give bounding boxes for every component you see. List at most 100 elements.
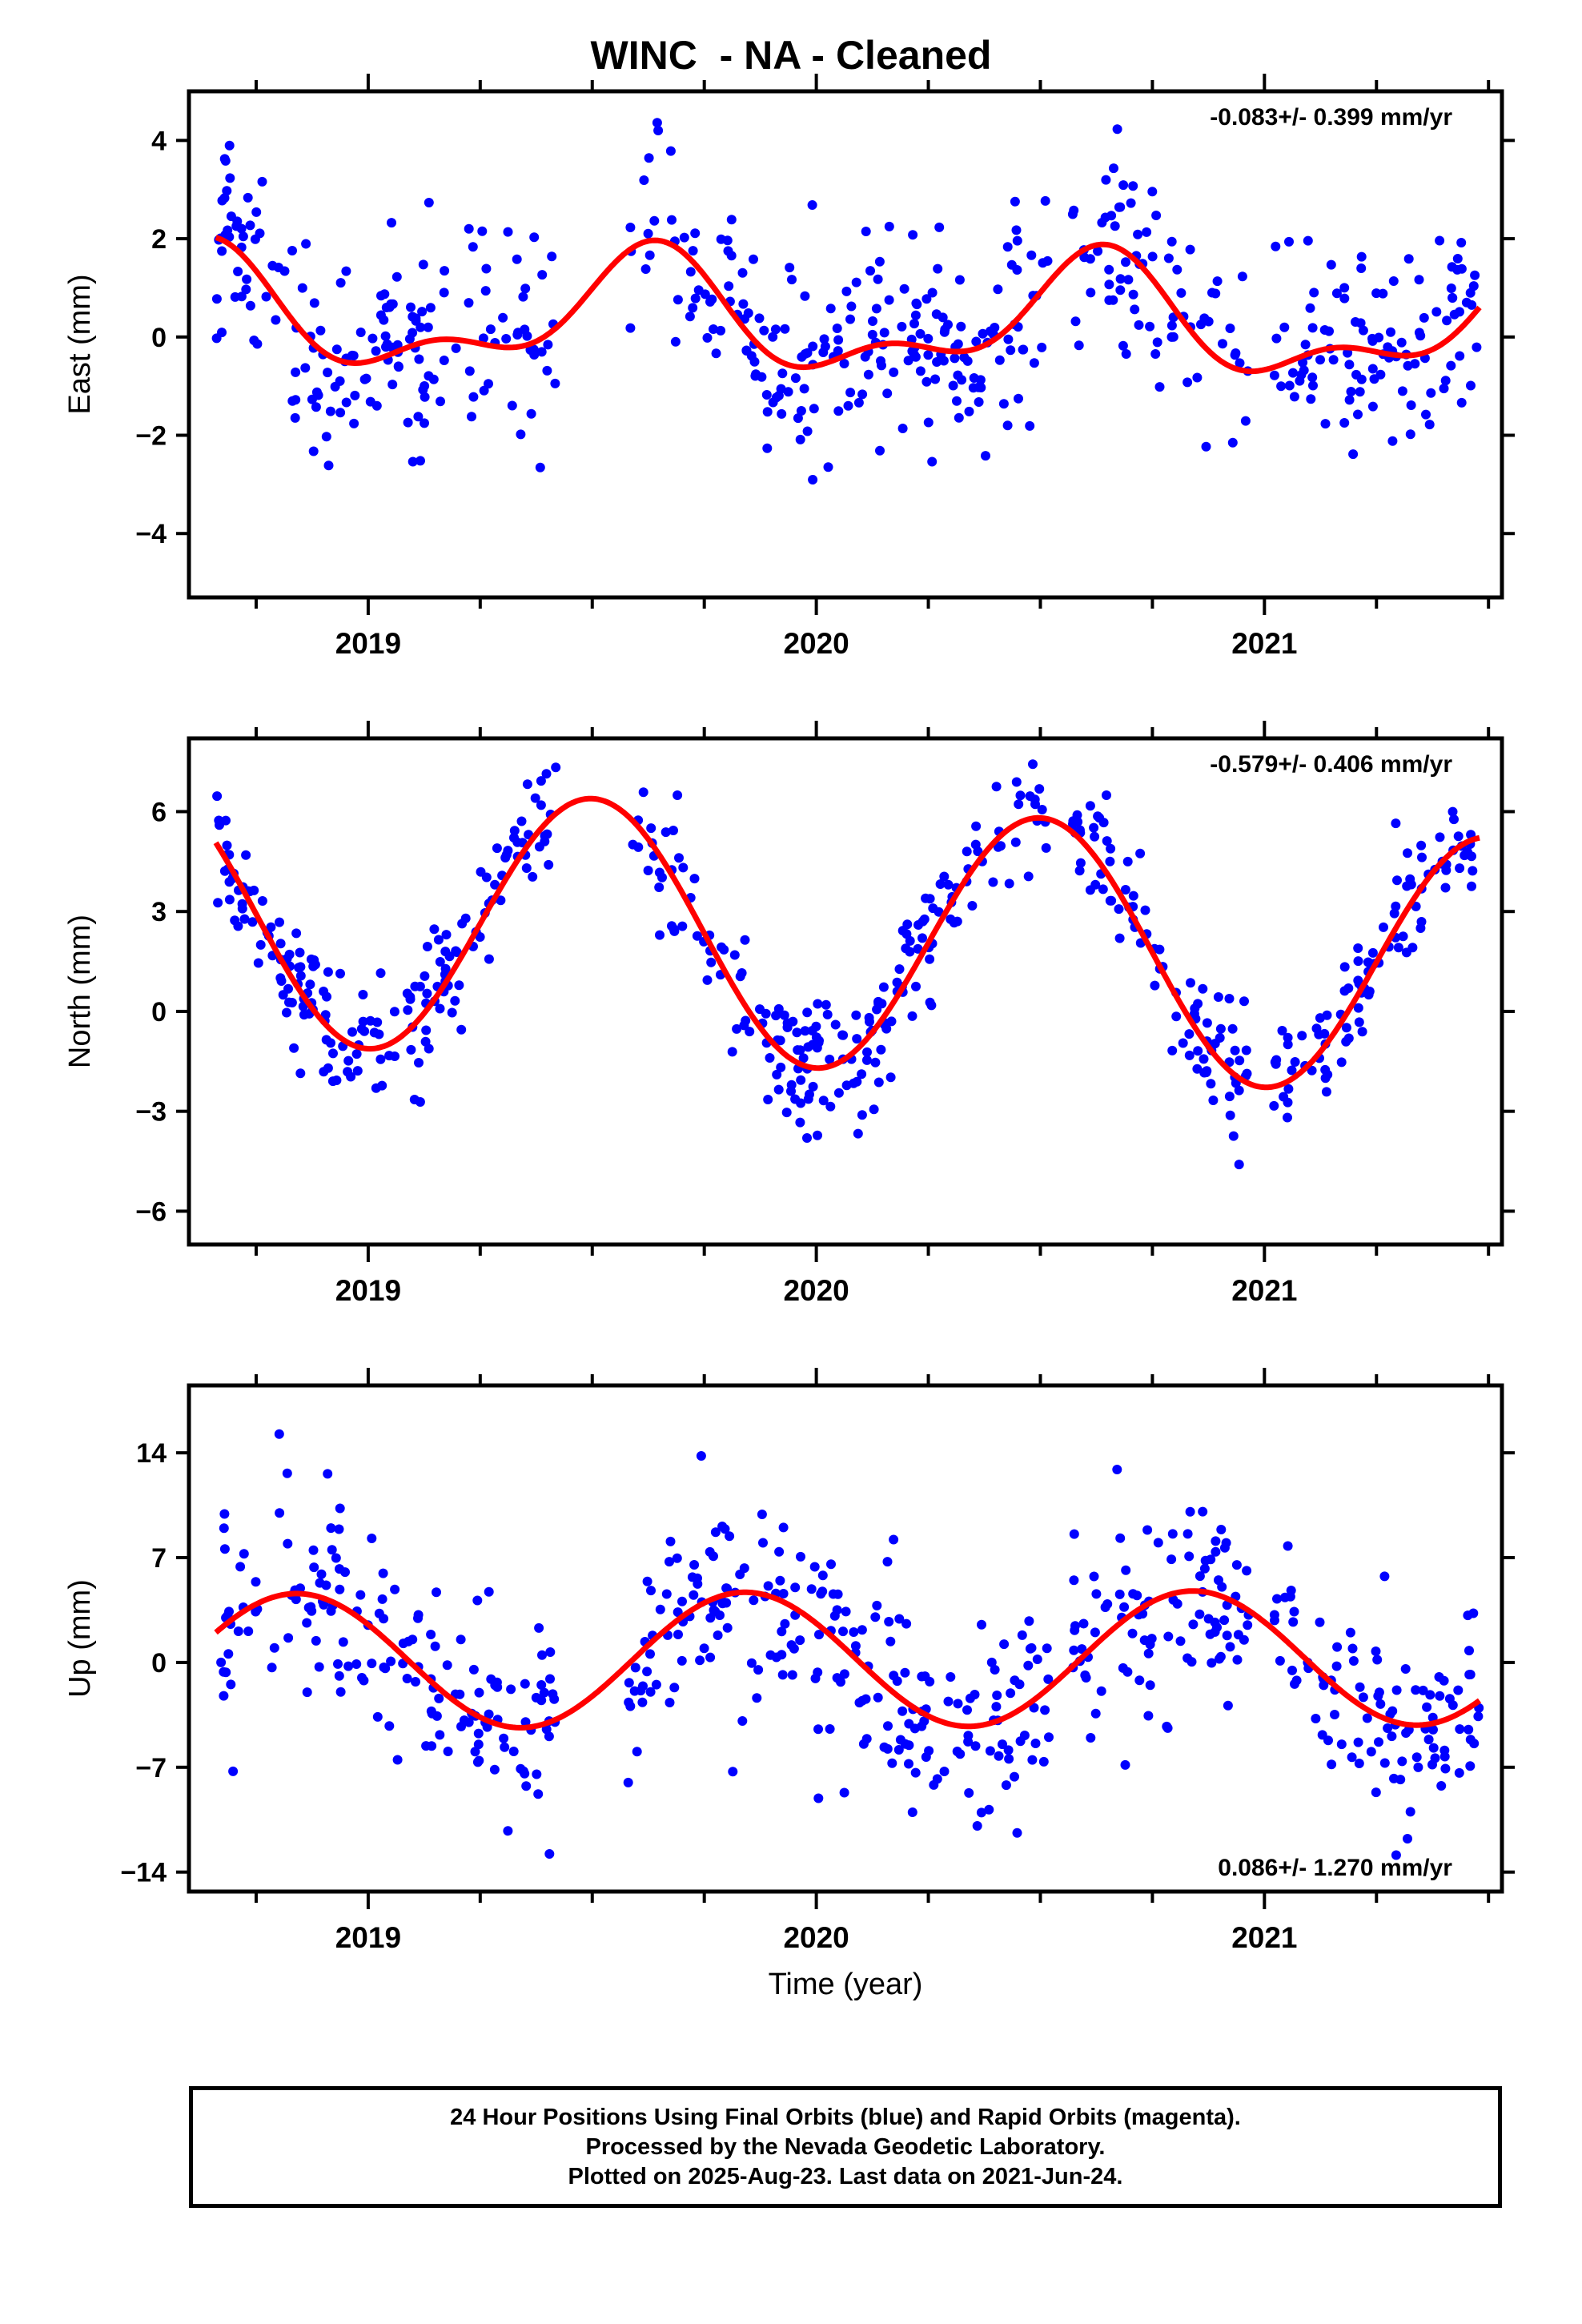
data-point [1122, 1667, 1133, 1677]
data-point [816, 1589, 826, 1599]
data-point [1027, 1755, 1038, 1765]
data-point [1086, 287, 1096, 298]
chart-title: WINC - NA - Cleaned [590, 33, 992, 78]
data-point [1287, 1065, 1297, 1076]
data-point [861, 227, 871, 236]
data-point [1023, 871, 1034, 882]
data-point [1185, 1506, 1195, 1517]
data-point [781, 1108, 792, 1118]
data-point [506, 1684, 516, 1695]
data-point [1354, 1017, 1364, 1027]
data-point [1075, 858, 1086, 868]
data-point [1353, 956, 1363, 967]
data-point [665, 1557, 674, 1567]
data-point [1465, 1761, 1476, 1771]
data-point [778, 1522, 789, 1533]
data-point [1115, 285, 1126, 296]
data-point [351, 1049, 362, 1059]
data-point [308, 1545, 319, 1555]
data-point [1074, 340, 1084, 351]
data-point [520, 1717, 531, 1727]
data-point [1128, 181, 1138, 191]
data-point [915, 328, 926, 339]
data-point [929, 1779, 939, 1790]
data-point [306, 954, 316, 964]
data-point [749, 1595, 759, 1606]
data-point [1120, 885, 1130, 895]
data-point [287, 246, 297, 255]
data-point [1362, 1713, 1372, 1723]
data-point [1134, 320, 1144, 330]
data-point [1371, 288, 1382, 299]
data-point [777, 408, 787, 419]
data-point [1216, 1525, 1227, 1534]
data-point [1002, 420, 1013, 431]
data-point [243, 1626, 254, 1636]
data-point [1069, 205, 1079, 215]
data-point [921, 376, 932, 387]
data-point [533, 1789, 544, 1799]
data-point [297, 283, 307, 293]
data-point [765, 1053, 775, 1063]
data-point [1240, 416, 1251, 426]
data-point [839, 1787, 849, 1798]
data-point [537, 1650, 547, 1660]
data-point [551, 762, 561, 773]
data-point [1123, 275, 1134, 285]
data-point [1393, 943, 1403, 953]
data-point [403, 1005, 413, 1015]
data-point [1171, 1011, 1182, 1022]
data-point [1146, 1634, 1157, 1644]
data-point [245, 300, 255, 311]
data-point [1172, 1598, 1182, 1609]
data-point [688, 303, 698, 313]
data-point [303, 1602, 314, 1613]
data-point [1184, 1551, 1195, 1562]
data-point [852, 1034, 862, 1044]
data-point [320, 1010, 331, 1020]
data-point [338, 1637, 348, 1647]
data-point [798, 1053, 809, 1063]
east-data-points [211, 118, 1482, 485]
data-point [1321, 1087, 1331, 1097]
data-point [1391, 1850, 1401, 1860]
data-point [221, 815, 231, 826]
data-point [543, 340, 553, 350]
data-point [813, 1724, 823, 1735]
data-point [1446, 360, 1456, 371]
data-point [740, 935, 750, 945]
data-point [830, 1019, 841, 1030]
data-point [378, 1568, 388, 1578]
data-point [649, 215, 660, 226]
data-point [956, 321, 966, 332]
data-point [1470, 270, 1480, 280]
x-tick-label: 2021 [1231, 1274, 1297, 1307]
data-point [673, 1607, 683, 1618]
data-point [316, 1569, 327, 1579]
data-point [282, 1468, 292, 1478]
data-point [642, 1667, 652, 1677]
data-point [1114, 1589, 1125, 1599]
data-point [1291, 1675, 1302, 1686]
data-point [640, 264, 651, 274]
data-point [690, 293, 701, 304]
data-point [1185, 244, 1195, 255]
data-point [1213, 992, 1223, 1002]
data-point [677, 1655, 687, 1666]
data-point [1042, 1643, 1052, 1654]
data-point [485, 324, 496, 335]
data-point [1163, 1631, 1174, 1642]
data-point [949, 918, 959, 928]
data-point [1106, 843, 1116, 854]
data-point [1454, 1767, 1464, 1778]
data-point [1339, 283, 1350, 293]
data-point [386, 1656, 396, 1667]
data-point [802, 1007, 813, 1018]
data-point [954, 275, 965, 285]
data-point [490, 1680, 500, 1691]
data-point [759, 325, 769, 336]
east-rate-label: -0.083+/- 0.399 mm/yr [1210, 104, 1452, 131]
data-point [479, 385, 489, 396]
data-point [670, 336, 681, 347]
data-point [1375, 1699, 1386, 1709]
